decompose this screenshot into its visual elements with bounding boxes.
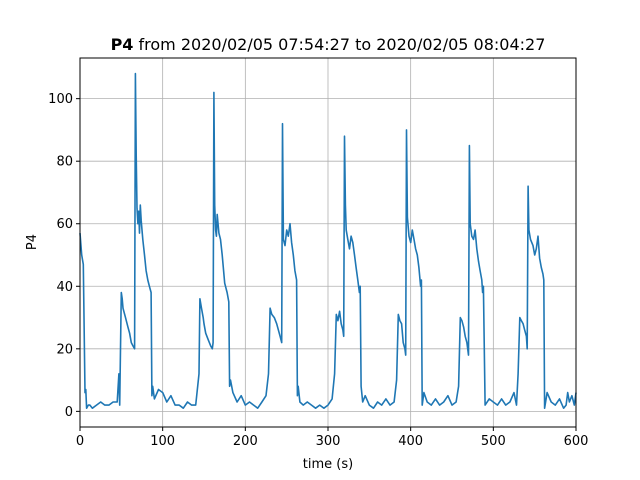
title-rest-part: from 2020/02/05 07:54:27 to 2020/02/05 0… <box>133 35 545 54</box>
x-tick-label: 300 <box>316 434 341 449</box>
y-axis: 0 20 40 60 80 100 <box>48 92 80 420</box>
x-axis: 0 100 200 300 400 500 600 <box>76 427 589 449</box>
x-tick-label: 500 <box>481 434 506 449</box>
y-tick-label: 40 <box>56 280 73 295</box>
series-line <box>79 72 577 410</box>
x-tick-label: 400 <box>398 434 423 449</box>
x-tick-label: 200 <box>233 434 258 449</box>
x-tick-label: 600 <box>564 434 589 449</box>
x-tick-label: 0 <box>76 434 84 449</box>
y-tick-label: 80 <box>56 155 73 170</box>
x-axis-label: time (s) <box>303 457 353 472</box>
y-tick-label: 100 <box>48 92 73 107</box>
y-tick-label: 0 <box>65 405 73 420</box>
y-axis-label: P4 <box>25 234 40 250</box>
x-tick-label: 100 <box>150 434 175 449</box>
y-tick-label: 20 <box>56 342 73 357</box>
y-tick-label: 60 <box>56 217 73 232</box>
title-bold-part: P4 <box>111 35 134 54</box>
series-layer <box>79 72 577 410</box>
grid-lines <box>79 58 577 427</box>
chart-title: P4 from 2020/02/05 07:54:27 to 2020/02/0… <box>111 35 546 54</box>
